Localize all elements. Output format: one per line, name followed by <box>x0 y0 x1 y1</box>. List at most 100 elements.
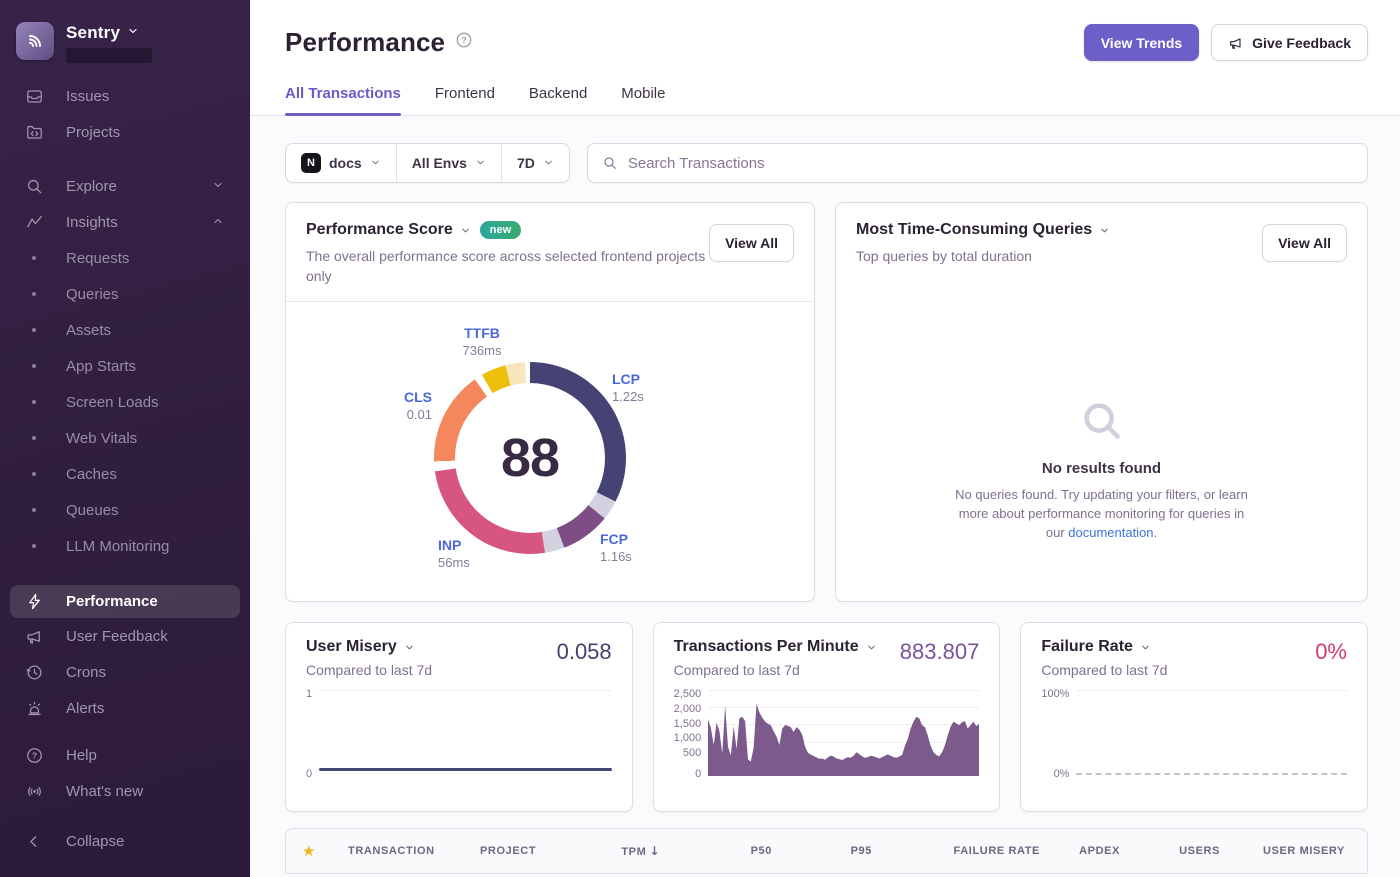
sidebar-item-requests[interactable]: Requests <box>0 240 250 276</box>
search-icon <box>1083 403 1120 440</box>
column-project[interactable]: PROJECT <box>480 845 537 857</box>
sidebar-item-insights[interactable]: Insights <box>0 204 250 240</box>
project-filter[interactable]: N docs <box>286 144 396 182</box>
org-switcher[interactable]: Sentry <box>66 23 152 43</box>
failure-rate-title-dropdown[interactable]: Failure Rate <box>1041 638 1151 656</box>
sidebar-item-help[interactable]: ? Help <box>0 737 250 773</box>
view-trends-button[interactable]: View Trends <box>1083 24 1200 61</box>
sidebar-item-label: Issues <box>66 87 110 105</box>
queries-title-dropdown[interactable]: Most Time-Consuming Queries <box>856 221 1110 239</box>
sidebar-item-alerts[interactable]: Alerts <box>0 690 250 726</box>
documentation-link[interactable]: documentation <box>1068 524 1154 540</box>
column-failure-rate[interactable]: FAILURE RATE <box>953 845 1040 857</box>
sidebar-item-label: What's new <box>66 782 144 800</box>
bullet-icon <box>24 292 44 296</box>
sidebar-item-label: Web Vitals <box>66 429 138 447</box>
metric-label-cls: CLS 0.01 <box>404 388 432 423</box>
user-misery-subtitle: Compared to last 7d <box>306 662 433 678</box>
chevron-down-icon <box>543 155 554 171</box>
column-p50[interactable]: P50 <box>750 845 772 857</box>
empty-state-title: No results found <box>1041 460 1162 478</box>
empty-state-body: No queries found. Try updating your filt… <box>955 487 1248 540</box>
column-transaction[interactable]: TRANSACTION <box>348 845 435 857</box>
chevron-down-icon <box>1142 645 1149 649</box>
org-name-redacted <box>66 48 152 63</box>
column-tpm[interactable]: TPM ↓ <box>621 844 660 858</box>
metric-label-lcp: LCP 1.22s <box>612 370 644 405</box>
sidebar-item-web-vitals[interactable]: Web Vitals <box>0 420 250 456</box>
sidebar-item-assets[interactable]: Assets <box>0 312 250 348</box>
search-bar <box>586 143 1368 183</box>
metric-label-fcp: FCP 1.16s <box>600 530 632 565</box>
sidebar-item-app-starts[interactable]: App Starts <box>0 348 250 384</box>
sidebar: Sentry Issues Projects Explore <box>0 0 250 877</box>
performance-score-view-all-button[interactable]: View All <box>709 224 794 262</box>
collapse-label: Collapse <box>66 832 125 850</box>
failure-rate-card: Failure Rate 0% Compared to last 7d 100%… <box>1020 622 1368 812</box>
page-header: Performance ? View Trends Give Feedback … <box>250 0 1400 116</box>
tab-bar: All Transactions Frontend Backend Mobile <box>285 85 1368 116</box>
chevron-down-icon <box>370 155 381 171</box>
tab-mobile[interactable]: Mobile <box>621 85 666 102</box>
help-icon: ? <box>24 745 44 765</box>
environment-filter[interactable]: All Envs <box>395 144 501 182</box>
sentry-logo[interactable] <box>16 22 54 60</box>
sidebar-item-llm-monitoring[interactable]: LLM Monitoring <box>0 528 250 564</box>
chevron-up-icon <box>212 214 224 231</box>
question-circle-icon[interactable]: ? <box>455 31 473 54</box>
give-feedback-button[interactable]: Give Feedback <box>1211 24 1368 61</box>
sidebar-item-caches[interactable]: Caches <box>0 456 250 492</box>
user-misery-title-dropdown[interactable]: User Misery <box>306 638 415 656</box>
date-range-filter[interactable]: 7D <box>500 144 569 182</box>
sidebar-item-explore[interactable]: Explore <box>0 168 250 204</box>
bullet-icon <box>24 472 44 476</box>
column-users[interactable]: USERS <box>1179 845 1220 857</box>
chevron-down-icon <box>475 155 486 171</box>
failure-rate-value: 0% <box>1315 639 1347 664</box>
megaphone-icon <box>1230 37 1241 49</box>
environment-filter-label: All Envs <box>411 155 467 171</box>
sidebar-item-screen-loads[interactable]: Screen Loads <box>0 384 250 420</box>
star-icon[interactable]: ★ <box>302 842 316 860</box>
clock-icon <box>24 662 44 682</box>
bullet-icon <box>24 508 44 512</box>
lightning-icon <box>24 592 44 612</box>
search-input[interactable] <box>627 154 1353 172</box>
tab-frontend[interactable]: Frontend <box>434 85 495 102</box>
sidebar-item-user-feedback[interactable]: User Feedback <box>0 618 250 654</box>
column-user-misery[interactable]: USER MISERY <box>1263 845 1345 857</box>
column-p95[interactable]: P95 <box>850 845 872 857</box>
sidebar-item-performance[interactable]: Performance <box>10 585 240 618</box>
performance-score-title-dropdown[interactable]: Performance Score <box>306 221 471 239</box>
bullet-icon <box>24 328 44 332</box>
tab-all-transactions[interactable]: All Transactions <box>285 85 401 116</box>
sidebar-item-label: Explore <box>66 177 117 195</box>
bullet-icon <box>24 256 44 260</box>
sidebar-item-queues[interactable]: Queues <box>0 492 250 528</box>
queries-view-all-button[interactable]: View All <box>1262 224 1347 262</box>
tpm-area-series <box>708 703 980 776</box>
new-badge: new <box>479 221 522 239</box>
tpm-title-dropdown[interactable]: Transactions Per Minute <box>674 638 877 656</box>
user-misery-chart: 1 0 <box>306 688 612 780</box>
sidebar-item-crons[interactable]: Crons <box>0 654 250 690</box>
collapse-button[interactable]: Collapse <box>0 823 250 859</box>
siren-icon <box>24 698 44 718</box>
sidebar-item-label: User Feedback <box>66 627 168 645</box>
failure-rate-subtitle: Compared to last 7d <box>1041 662 1168 678</box>
spacer <box>0 150 250 168</box>
project-platform-icon: N <box>301 153 321 173</box>
sort-desc-icon: ↓ <box>649 844 660 858</box>
tab-backend[interactable]: Backend <box>528 85 588 102</box>
sidebar-item-issues[interactable]: Issues <box>0 78 250 114</box>
sidebar-item-queries[interactable]: Queries <box>0 276 250 312</box>
sidebar-item-label: LLM Monitoring <box>66 537 170 555</box>
projects-icon <box>24 122 44 142</box>
sidebar-nav: Issues Projects Explore Insights Request… <box>0 78 250 809</box>
column-apdex[interactable]: APDEX <box>1079 845 1120 857</box>
sidebar-item-projects[interactable]: Projects <box>0 114 250 150</box>
chevron-down-icon <box>405 645 413 649</box>
svg-text:?: ? <box>462 36 467 45</box>
sidebar-item-whats-new[interactable]: What's new <box>0 773 250 809</box>
sidebar-item-label: Alerts <box>66 699 105 717</box>
